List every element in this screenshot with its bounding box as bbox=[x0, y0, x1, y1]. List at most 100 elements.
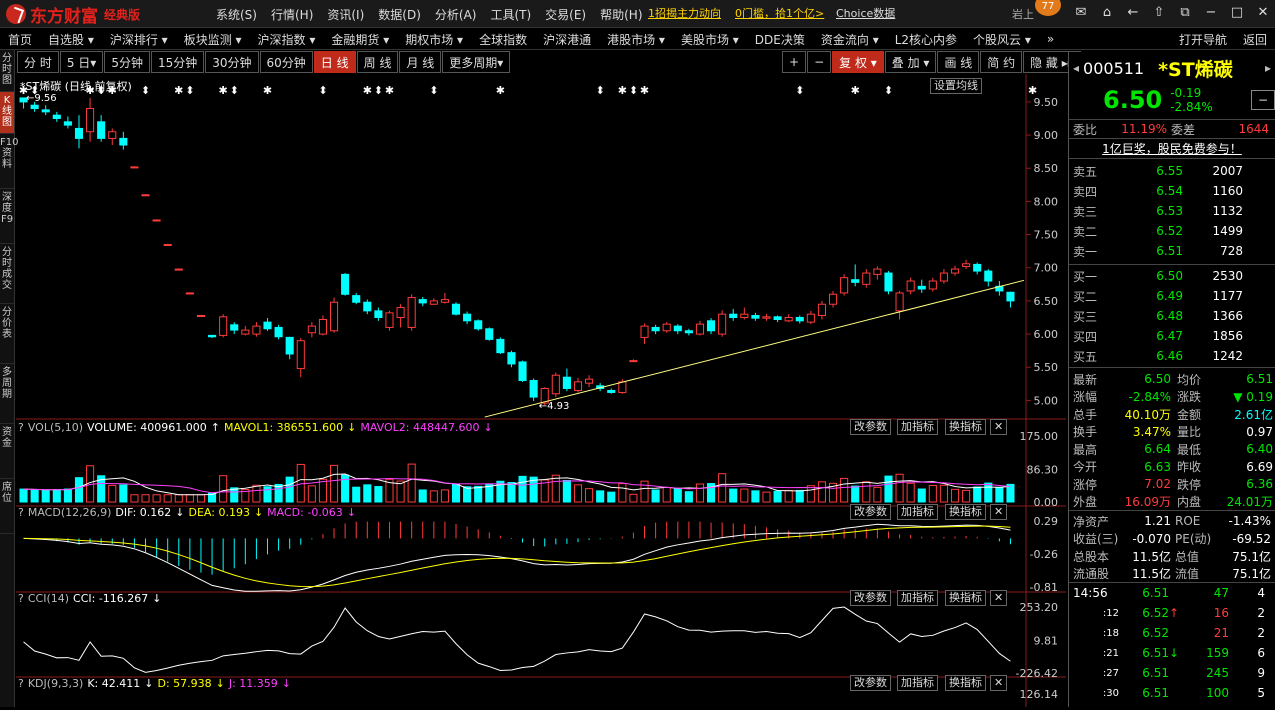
menu-help[interactable]: 帮助(H) bbox=[600, 8, 643, 22]
nav-connect[interactable]: 沪深港通 bbox=[543, 32, 592, 47]
next-stock-icon[interactable]: ▸ bbox=[1264, 61, 1271, 75]
minimize-icon[interactable]: − bbox=[1205, 5, 1217, 20]
nav-index[interactable]: 沪深指数 ▾ bbox=[257, 32, 316, 47]
help-icon[interactable]: ? bbox=[18, 591, 24, 605]
menu-tools[interactable]: 工具(T) bbox=[490, 8, 532, 22]
nav-ranking[interactable]: 沪深排行 ▾ bbox=[109, 32, 168, 47]
candle-body bbox=[806, 313, 815, 323]
prev-stock-icon[interactable]: ◂ bbox=[1073, 61, 1080, 75]
zoom-in-button[interactable]: + bbox=[782, 51, 807, 73]
simple-mode-button[interactable]: 简 约 bbox=[980, 51, 1023, 73]
period-15min[interactable]: 15分钟 bbox=[150, 51, 205, 73]
nav-l2[interactable]: L2核心内参 bbox=[894, 32, 958, 47]
promo-link-1[interactable]: 1招揭主力动向 bbox=[648, 7, 721, 20]
help-icon[interactable]: ? bbox=[18, 676, 24, 690]
modify-params-button[interactable]: 改参数 bbox=[850, 504, 891, 520]
side-tab-seats[interactable]: 席位 bbox=[0, 479, 14, 534]
nav-more[interactable]: » bbox=[1046, 32, 1055, 46]
overlay-button[interactable]: 叠 加 ▾ bbox=[884, 51, 937, 73]
period-timeshare[interactable]: 分 时 bbox=[17, 51, 59, 73]
zoom-out-button[interactable]: − bbox=[807, 51, 832, 73]
side-tab-depth[interactable]: 深度F9 bbox=[0, 189, 14, 244]
mail-icon[interactable]: ✉ bbox=[1075, 5, 1087, 20]
period-weekly[interactable]: 周 线 bbox=[356, 51, 399, 73]
period-daily[interactable]: 日 线 bbox=[313, 51, 356, 73]
period-5day[interactable]: 5 日▾ bbox=[59, 51, 104, 73]
close-panel-button[interactable]: ✕ bbox=[990, 590, 1008, 606]
ma-settings-button[interactable]: 设置均线 bbox=[930, 78, 982, 94]
change-indicator-button[interactable]: 换指标 bbox=[945, 675, 986, 691]
menu-quotes[interactable]: 行情(H) bbox=[270, 8, 314, 22]
nav-global-index[interactable]: 全球指数 bbox=[479, 32, 528, 47]
modify-params-button[interactable]: 改参数 bbox=[850, 675, 891, 691]
side-tab-timeshare[interactable]: 分时图 bbox=[0, 50, 14, 92]
menu-analysis[interactable]: 分析(A) bbox=[434, 8, 477, 22]
nav-futures[interactable]: 金融期货 ▾ bbox=[331, 32, 390, 47]
help-icon[interactable]: ? bbox=[18, 505, 24, 519]
event-marker: ✱ bbox=[618, 84, 627, 97]
menu-system[interactable]: 系统(S) bbox=[216, 8, 257, 22]
help-icon[interactable]: ? bbox=[18, 420, 24, 434]
candle-body bbox=[751, 315, 760, 319]
candle-body bbox=[263, 321, 272, 330]
close-panel-button[interactable]: ✕ bbox=[990, 419, 1008, 435]
bid-level-label: 买一 bbox=[1073, 269, 1098, 284]
choice-data-link[interactable]: Choice数据 bbox=[836, 7, 896, 20]
close-panel-button[interactable]: ✕ bbox=[990, 504, 1008, 520]
add-indicator-button[interactable]: 加指标 bbox=[897, 590, 938, 606]
adjust-button[interactable]: 复 权 ▾ bbox=[832, 51, 884, 73]
stat-label: 换手 bbox=[1073, 425, 1098, 439]
modify-params-button[interactable]: 改参数 bbox=[850, 419, 891, 435]
menu-trade[interactable]: 交易(E) bbox=[545, 8, 587, 22]
add-indicator-button[interactable]: 加指标 bbox=[897, 504, 938, 520]
chart-area[interactable]: 9.50 9.00 8.50 8.00 7.50 7.00 6.50 6.00 5.50 5.00… bbox=[16, 74, 1066, 707]
add-indicator-button[interactable]: 加指标 bbox=[897, 419, 938, 435]
nav-sector-monitor[interactable]: 板块监测 ▾ bbox=[183, 32, 242, 47]
nav-us-market[interactable]: 美股市场 ▾ bbox=[680, 32, 739, 47]
maximize-icon[interactable]: □ bbox=[1230, 5, 1244, 20]
fund-label: 流值 bbox=[1175, 567, 1200, 581]
promo-link-2[interactable]: 0门槛，拾1个亿> bbox=[735, 7, 825, 20]
side-tab-price-table[interactable]: 分价表 bbox=[0, 304, 14, 364]
forward-icon[interactable]: ⇧ bbox=[1153, 5, 1165, 20]
back-button[interactable]: 返回 bbox=[1242, 32, 1267, 47]
close-panel-button[interactable]: ✕ bbox=[990, 675, 1008, 691]
fundamental-row: 净资产 1.21 ROE -1.43% bbox=[1073, 512, 1273, 530]
nav-options[interactable]: 期权市场 ▾ bbox=[405, 32, 464, 47]
nav-stock-news[interactable]: 个股风云 ▾ bbox=[973, 32, 1031, 47]
restore-icon[interactable]: ⧉ bbox=[1180, 5, 1190, 20]
period-30min[interactable]: 30分钟 bbox=[205, 51, 259, 73]
change-indicator-button[interactable]: 换指标 bbox=[945, 590, 986, 606]
nav-dde[interactable]: DDE决策 bbox=[754, 32, 805, 47]
nav-watchlist[interactable]: 自选股 ▾ bbox=[48, 32, 94, 47]
nav-home[interactable]: 首页 bbox=[8, 32, 33, 47]
menu-data[interactable]: 数据(D) bbox=[378, 8, 421, 22]
nav-fund-flow[interactable]: 资金流向 ▾ bbox=[820, 32, 879, 47]
nav-hk-market[interactable]: 港股市场 ▾ bbox=[607, 32, 665, 47]
back-icon[interactable]: ← bbox=[1127, 5, 1139, 20]
home-icon[interactable]: ⌂ bbox=[1102, 5, 1112, 20]
change-indicator-button[interactable]: 换指标 bbox=[945, 419, 986, 435]
side-tab-f10[interactable]: F10资料 bbox=[0, 134, 18, 189]
period-monthly[interactable]: 月 线 bbox=[399, 51, 442, 73]
period-more[interactable]: 更多周期▾ bbox=[442, 51, 511, 73]
hide-button[interactable]: 隐 藏 ▸▸ bbox=[1023, 51, 1081, 73]
stat-label: 量比 bbox=[1177, 425, 1202, 439]
side-tab-kline[interactable]: K线图 bbox=[0, 92, 14, 134]
add-indicator-button[interactable]: 加指标 bbox=[897, 675, 938, 691]
close-icon[interactable]: ✕ bbox=[1257, 5, 1269, 20]
notification-badge[interactable]: 77 bbox=[1035, 0, 1061, 16]
collapse-icon[interactable]: − bbox=[1251, 90, 1275, 110]
period-5min[interactable]: 5分钟 bbox=[104, 51, 150, 73]
side-tab-multi-period[interactable]: 多周期 bbox=[0, 364, 14, 424]
modify-params-button[interactable]: 改参数 bbox=[850, 590, 891, 606]
period-60min[interactable]: 60分钟 bbox=[259, 51, 313, 73]
side-tab-funds[interactable]: 资金 bbox=[0, 424, 14, 479]
change-indicator-button[interactable]: 换指标 bbox=[945, 504, 986, 520]
kline-chart[interactable]: 9.50 9.00 8.50 8.00 7.50 7.00 6.50 6.00 5.50 5.00… bbox=[16, 74, 1066, 707]
open-nav-button[interactable]: 打开导航 bbox=[1178, 32, 1227, 47]
ad-banner[interactable]: 1亿巨奖，股民免费参与！ bbox=[1102, 142, 1242, 156]
draw-line-button[interactable]: 画 线 bbox=[937, 51, 980, 73]
menu-info[interactable]: 资讯(I) bbox=[327, 8, 365, 22]
side-tab-trades[interactable]: 分时成交 bbox=[0, 244, 14, 304]
